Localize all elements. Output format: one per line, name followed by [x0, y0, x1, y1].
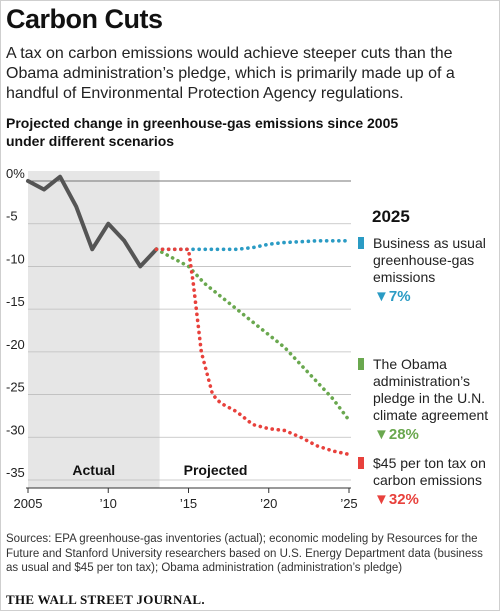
y-tick-label: -20 — [6, 337, 25, 352]
carbon-tax-label-line: $45 per ton tax on — [373, 455, 486, 471]
x-tick-label: ’20 — [260, 496, 277, 511]
chart-title: Carbon Cuts — [6, 4, 163, 34]
obama-pledge-label-line: administration’s — [373, 373, 470, 389]
business-as-usual-legend-swatch — [358, 237, 364, 249]
y-tick-label: -30 — [6, 422, 25, 437]
business-as-usual-label-line: emissions — [373, 269, 435, 285]
actual-emissions-line — [26, 174, 159, 269]
obama-pledge-label-line: The Obama — [373, 356, 447, 372]
scenario-line-2 — [154, 247, 351, 423]
publisher-credit: THE WALL STREET JOURNAL. — [6, 592, 205, 607]
x-tick-label: ’15 — [180, 496, 197, 511]
end-year-label: 2025 — [372, 207, 410, 226]
y-tick-label: -35 — [6, 465, 25, 480]
chart-subtitle: A tax on carbon emissions would achieve … — [6, 45, 455, 102]
y-tick-label: 0% — [6, 166, 25, 181]
business-as-usual-value-label: ▼7% — [374, 288, 411, 305]
scenario-line-1 — [154, 239, 351, 252]
y-tick-label: -15 — [6, 294, 25, 309]
projected-region-label: Projected — [184, 462, 248, 478]
business-as-usual-label-line: Business as usual — [373, 235, 486, 251]
carbon-tax-value-label: ▼32% — [374, 491, 419, 508]
obama-pledge-label-line: climate agreement — [373, 407, 488, 423]
carbon-tax-label-line: carbon emissions — [373, 472, 482, 488]
y-tick-label: -10 — [6, 251, 25, 266]
actual-region-label: Actual — [72, 462, 115, 478]
y-tick-label: -5 — [6, 209, 18, 224]
business-as-usual-label-line: greenhouse-gas — [373, 252, 474, 268]
obama-pledge-label-line: pledge in the U.N. — [373, 390, 485, 406]
actual-region-shade — [28, 171, 160, 488]
obama-pledge-legend-swatch — [358, 358, 364, 370]
obama-pledge-value-label: ▼28% — [374, 426, 419, 443]
chart-heading: Projected change in greenhouse-gas emiss… — [6, 115, 399, 149]
scenario-line-3 — [154, 247, 351, 457]
carbon-tax-legend-swatch — [358, 457, 364, 469]
x-tick-label: ’10 — [100, 496, 117, 511]
x-tick-label: ’25 — [340, 496, 357, 511]
y-tick-label: -25 — [6, 380, 25, 395]
sources-note: Sources: EPA greenhouse-gas inventories … — [6, 533, 483, 574]
x-tick-label: 2005 — [14, 496, 43, 511]
